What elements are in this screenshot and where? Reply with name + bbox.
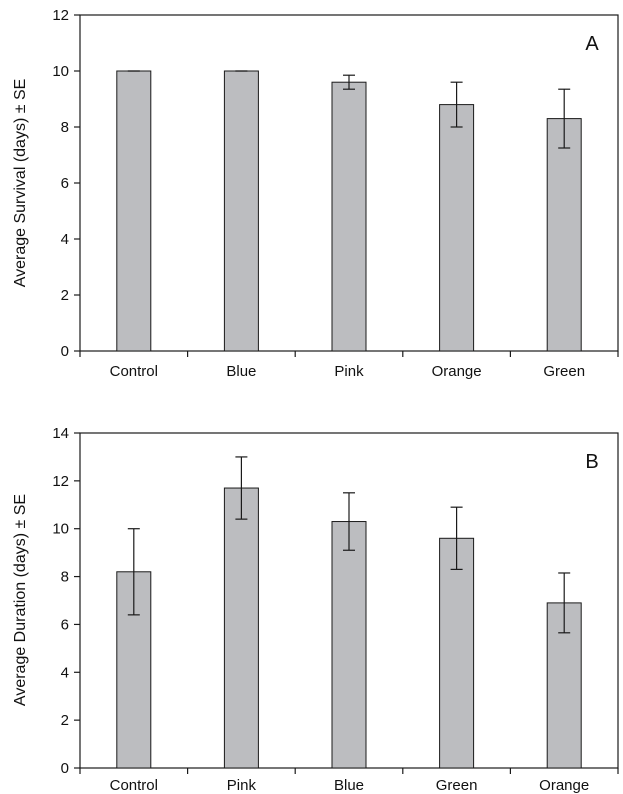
- panel-b-panel-label: B: [585, 451, 598, 473]
- panel-a-y-tick-label: 2: [61, 287, 69, 304]
- panel-b-y-tick-label: 0: [61, 760, 69, 777]
- panel-b-y-axis-title: Average Duration (days) ± SE: [12, 494, 29, 706]
- panel-a-y-tick-label: 0: [61, 343, 69, 360]
- panel-a-bar-blue: [223, 70, 259, 352]
- panel-b-category-label-blue: Blue: [334, 777, 364, 794]
- panel-a-panel-label: A: [585, 33, 599, 55]
- panel-b-bar-blue: [331, 521, 367, 769]
- panel-a-category-label-orange: Orange: [432, 363, 482, 380]
- panel-b-y-tick-label: 6: [61, 616, 69, 633]
- panel-b-category-label-pink: Pink: [227, 777, 257, 794]
- panel-a-y-tick-label: 12: [52, 7, 69, 24]
- chart-panel-a: 0 2 4 6 8 10 12 Control Blue Pink Orange Green Avera…: [12, 7, 619, 380]
- panel-b-y-tick-label: 12: [52, 473, 69, 490]
- panel-b-y-tick-label: 8: [61, 569, 69, 586]
- panel-b-y-tick-label: 2: [61, 712, 69, 729]
- panel-a-bar-green: [546, 118, 582, 352]
- panel-a-bar-pink: [331, 81, 367, 352]
- panel-a-y-tick-label: 4: [61, 231, 69, 248]
- panel-b-category-label-orange: Orange: [539, 777, 589, 794]
- panel-a-bar-control: [116, 70, 152, 352]
- panel-a-category-label-pink: Pink: [334, 363, 364, 380]
- panel-b-y-tick-label: 4: [61, 664, 69, 681]
- panel-b-category-label-green: Green: [436, 777, 478, 794]
- chart-panel-b: 0 2 4 6 8 10 12 14 Control Pink Blue Green Orange Ave…: [12, 425, 619, 794]
- panel-b-category-label-control: Control: [110, 777, 158, 794]
- panel-b-y-tick-label: 14: [52, 425, 69, 442]
- panel-b-y-tick-label: 10: [52, 521, 69, 538]
- panel-b-bar-pink: [223, 487, 259, 769]
- panel-a-category-label-control: Control: [110, 363, 158, 380]
- panel-a-y-tick-label: 8: [61, 119, 69, 136]
- panel-a-y-tick-label: 10: [52, 63, 69, 80]
- panel-b-bar-green: [439, 537, 475, 769]
- panel-a-category-label-blue: Blue: [226, 363, 256, 380]
- panel-a-bar-orange: [439, 104, 475, 352]
- panel-a-category-label-green: Green: [543, 363, 585, 380]
- panel-a-y-tick-label: 6: [61, 175, 69, 192]
- panel-a-y-axis-title: Average Survival (days) ± SE: [12, 79, 29, 288]
